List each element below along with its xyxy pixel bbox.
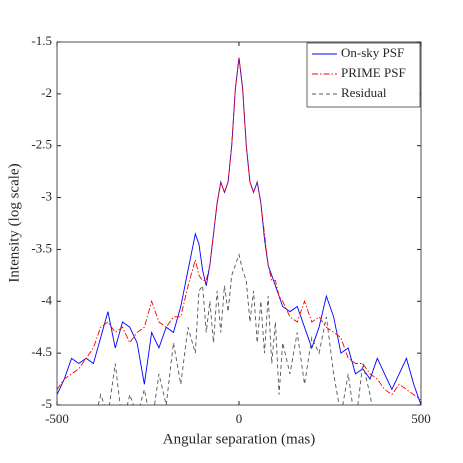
series-line — [57, 57, 421, 401]
series-group — [57, 57, 421, 405]
axes-box — [56, 41, 422, 406]
legend-label: On-sky PSF — [341, 45, 404, 60]
y-tick-label: -2 — [41, 85, 52, 100]
legend-label: PRIME PSF — [341, 65, 406, 80]
y-axis-label: Intensity (log scale) — [6, 163, 22, 282]
x-tick-label: -500 — [45, 411, 69, 426]
legend-label: Residual — [341, 85, 387, 100]
x-axis-label: Angular separation (mas) — [163, 431, 315, 447]
series-line — [97, 253, 373, 405]
x-tick-label: 500 — [411, 411, 431, 426]
y-tick-label: -4.5 — [31, 344, 52, 359]
y-tick-label: -3 — [41, 189, 52, 204]
y-tick-label: -3.5 — [31, 240, 52, 255]
y-tick-label: -5 — [41, 396, 52, 411]
y-tick-label: -2.5 — [31, 137, 52, 152]
y-tick-label: -4 — [41, 292, 52, 307]
y-tick-label: -1.5 — [31, 33, 52, 48]
x-tick-label: 0 — [236, 411, 243, 426]
legend: On-sky PSF PRIME PSF Residual — [306, 42, 421, 108]
